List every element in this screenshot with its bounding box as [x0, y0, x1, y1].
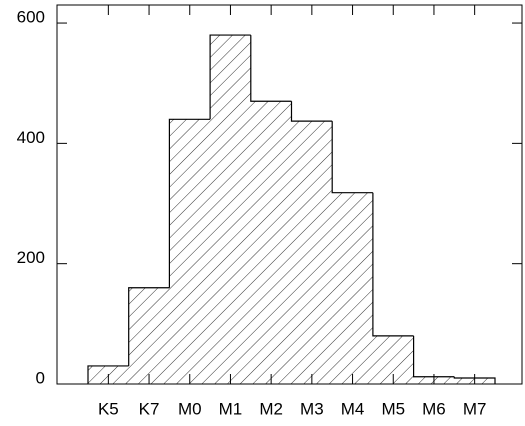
x-tick-label: M2: [259, 399, 283, 418]
bar: [169, 119, 211, 385]
x-tick-label: M4: [341, 399, 365, 418]
x-tick-label: M6: [422, 399, 446, 418]
y-tick-label: 400: [17, 128, 45, 147]
x-tick-label: M3: [300, 399, 324, 418]
bar-outline: [413, 335, 455, 378]
y-tick-label: 0: [36, 368, 45, 387]
bar: [88, 365, 129, 384]
bar: [332, 192, 373, 384]
x-tick-label: K7: [139, 399, 160, 418]
bar: [291, 121, 333, 384]
x-tick-label: K5: [98, 399, 119, 418]
x-tick-label: M1: [219, 399, 243, 418]
bar-outline: [128, 287, 170, 366]
bar: [372, 335, 414, 384]
bar: [413, 376, 455, 384]
y-tick-label: 600: [17, 8, 45, 27]
y-tick-label: 200: [17, 248, 45, 267]
bar-outline: [87, 365, 129, 384]
bar: [128, 287, 170, 384]
bar-outline: [331, 121, 373, 194]
x-tick-label: M5: [381, 399, 405, 418]
bar-outline: [209, 34, 251, 120]
bar: [210, 35, 251, 384]
bar-outline: [290, 101, 333, 122]
x-tick-label: M7: [463, 399, 487, 418]
bar: [250, 101, 292, 384]
bar-outline: [372, 192, 414, 337]
bar-outline: [250, 35, 292, 102]
bar-outline: [168, 118, 211, 288]
x-tick-label: M0: [178, 399, 202, 418]
bar-outline: [453, 376, 496, 384]
bar: [454, 377, 495, 384]
